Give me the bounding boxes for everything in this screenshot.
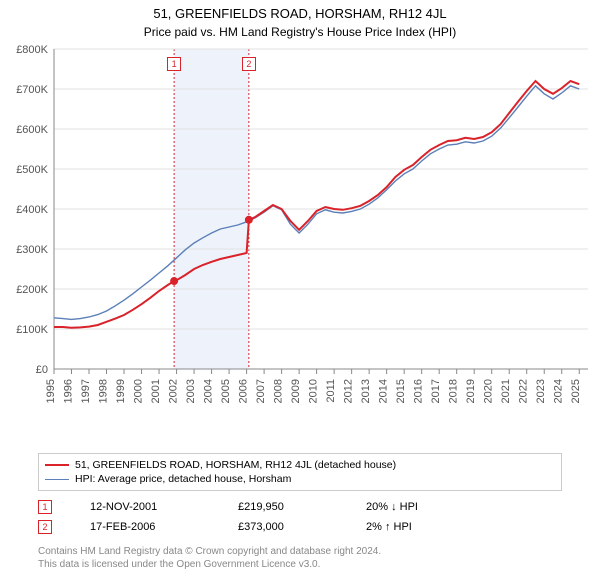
legend-label: 51, GREENFIELDS ROAD, HORSHAM, RH12 4JL … <box>75 459 396 471</box>
sale-marker-dot <box>245 216 253 224</box>
svg-text:2014: 2014 <box>378 379 390 403</box>
footer-line-1: Contains HM Land Registry data © Crown c… <box>38 545 562 558</box>
svg-text:£500K: £500K <box>16 164 48 176</box>
svg-text:2019: 2019 <box>465 379 477 403</box>
svg-text:2005: 2005 <box>220 379 232 403</box>
legend: 51, GREENFIELDS ROAD, HORSHAM, RH12 4JL … <box>38 453 562 491</box>
svg-text:1997: 1997 <box>80 379 92 403</box>
chart-title: 51, GREENFIELDS ROAD, HORSHAM, RH12 4JL <box>0 0 600 21</box>
svg-text:2020: 2020 <box>483 379 495 403</box>
svg-text:2025: 2025 <box>570 379 582 403</box>
legend-label: HPI: Average price, detached house, Hors… <box>75 473 291 485</box>
sale-marker-dot <box>170 277 178 285</box>
svg-text:2011: 2011 <box>325 379 337 403</box>
legend-row: 51, GREENFIELDS ROAD, HORSHAM, RH12 4JL … <box>45 458 555 472</box>
svg-text:2012: 2012 <box>343 379 355 403</box>
series-property <box>54 81 579 328</box>
svg-text:1995: 1995 <box>45 379 57 403</box>
svg-text:1996: 1996 <box>63 379 75 403</box>
sales-table: 1 12-NOV-2001 £219,950 20% ↓ HPI 2 17-FEB-200… <box>38 497 562 537</box>
sale-vs-hpi: 2% ↑ HPI <box>366 521 412 533</box>
sale-date: 12-NOV-2001 <box>90 501 200 513</box>
sale-price: £373,000 <box>238 521 328 533</box>
sale-price: £219,950 <box>238 501 328 513</box>
svg-text:2000: 2000 <box>133 379 145 403</box>
svg-text:£700K: £700K <box>16 84 48 96</box>
svg-text:£600K: £600K <box>16 124 48 136</box>
svg-text:2007: 2007 <box>255 379 267 403</box>
sale-row-marker: 1 <box>38 500 52 514</box>
svg-text:2004: 2004 <box>203 379 215 403</box>
sale-marker-label: 2 <box>242 57 256 71</box>
svg-text:2006: 2006 <box>238 379 250 403</box>
legend-swatch <box>45 464 69 466</box>
svg-text:2015: 2015 <box>395 379 407 403</box>
svg-text:2013: 2013 <box>360 379 372 403</box>
chart-area: £0 £100K £200K £300K £400K £500K £600K £700K £80… <box>0 43 600 449</box>
price-chart: £0 £100K £200K £300K £400K £500K £600K £700K £80… <box>0 43 600 449</box>
svg-text:2003: 2003 <box>185 379 197 403</box>
legend-row: HPI: Average price, detached house, Hors… <box>45 472 555 486</box>
svg-text:2017: 2017 <box>430 379 442 403</box>
svg-text:2018: 2018 <box>448 379 460 403</box>
footer-attribution: Contains HM Land Registry data © Crown c… <box>38 545 562 571</box>
legend-swatch <box>45 479 69 480</box>
chart-subtitle: Price paid vs. HM Land Registry's House … <box>0 21 600 43</box>
svg-text:2009: 2009 <box>290 379 302 403</box>
svg-text:2008: 2008 <box>273 379 285 403</box>
svg-text:2022: 2022 <box>518 379 530 403</box>
svg-text:£300K: £300K <box>16 244 48 256</box>
svg-text:£100K: £100K <box>16 324 48 336</box>
svg-text:1998: 1998 <box>98 379 110 403</box>
svg-text:2002: 2002 <box>168 379 180 403</box>
svg-text:2021: 2021 <box>500 379 512 403</box>
svg-text:£400K: £400K <box>16 204 48 216</box>
svg-text:2024: 2024 <box>553 379 565 403</box>
sale-marker-label: 1 <box>167 57 181 71</box>
svg-text:2010: 2010 <box>308 379 320 403</box>
svg-text:2016: 2016 <box>413 379 425 403</box>
sale-vs-hpi: 20% ↓ HPI <box>366 501 418 513</box>
sale-date: 17-FEB-2006 <box>90 521 200 533</box>
svg-text:£200K: £200K <box>16 284 48 296</box>
svg-text:2023: 2023 <box>535 379 547 403</box>
sale-row-marker: 2 <box>38 520 52 534</box>
series-hpi <box>54 86 579 320</box>
svg-text:2001: 2001 <box>150 379 162 403</box>
svg-text:1999: 1999 <box>115 379 127 403</box>
sale-row: 2 17-FEB-2006 £373,000 2% ↑ HPI <box>38 517 562 537</box>
svg-text:£800K: £800K <box>16 44 48 56</box>
sale-row: 1 12-NOV-2001 £219,950 20% ↓ HPI <box>38 497 562 517</box>
svg-text:£0: £0 <box>36 364 48 376</box>
